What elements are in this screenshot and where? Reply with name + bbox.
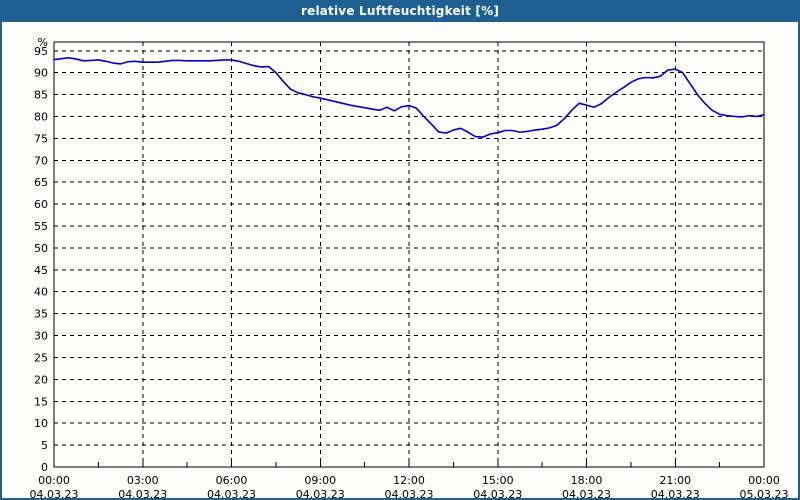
y-tick-label: 85 — [34, 89, 48, 102]
x-tick-time-label: 06:00 — [216, 474, 248, 487]
x-tick-date-label: 04.03.23 — [473, 488, 522, 498]
window-title-bar: relative Luftfeuchtigkeit [%] — [2, 0, 798, 22]
chart-svg: 0 5 10 15 20 25 30 35 40 45 50 55 60 65 70 75 80 85 90 95 0… — [30, 36, 789, 498]
y-tick-label: 35 — [34, 308, 48, 321]
x-tick-date-label: 05.03.23 — [740, 488, 789, 498]
plot-region: 0 5 10 15 20 25 30 35 40 45 50 55 60 65 70 75 80 85 90 95 0… — [2, 22, 798, 498]
chart-axes — [53, 41, 765, 468]
series-line-humidity — [53, 56, 765, 138]
x-tick-date-label: 04.03.23 — [651, 488, 700, 498]
y-tick-label: 30 — [34, 330, 48, 343]
y-tick-label: 15 — [34, 395, 48, 408]
y-tick-label: 5 — [41, 439, 48, 452]
x-tick-time-label: 00:00 — [38, 474, 70, 487]
y-tick-label: 60 — [34, 198, 48, 211]
x-tick-date-label: 04.03.23 — [562, 488, 611, 498]
data-series-humidity — [53, 56, 765, 138]
y-axis-tick-labels: 0 5 10 15 20 25 30 35 40 45 50 55 60 65 70 75 80 85 90 95 — [34, 45, 48, 474]
y-tick-label: 40 — [34, 286, 48, 299]
x-tick-date-label: 04.03.23 — [385, 488, 434, 498]
x-grid-lines — [142, 42, 676, 467]
x-tick-time-label: 09:00 — [304, 474, 336, 487]
x-tick-time-label: 15:00 — [482, 474, 514, 487]
y-axis-unit-label-text: % — [38, 36, 48, 49]
y-tick-label: 70 — [34, 154, 48, 167]
x-axis-tick-labels: 00:0004.03.2303:0004.03.2306:0004.03.230… — [30, 474, 789, 498]
y-tick-label: 55 — [34, 220, 48, 233]
y-axis-unit-label: % — [38, 36, 48, 49]
x-tick-time-label: 03:00 — [127, 474, 159, 487]
x-tick-time-label: 18:00 — [571, 474, 603, 487]
y-tick-label: 45 — [34, 264, 48, 277]
x-tick-date-label: 04.03.23 — [296, 488, 345, 498]
x-tick-time-label: 00:00 — [748, 474, 780, 487]
y-tick-label: 20 — [34, 373, 48, 386]
y-tick-label: 95 — [34, 45, 48, 58]
y-tick-label: 10 — [34, 417, 48, 430]
x-tick-date-label: 04.03.23 — [207, 488, 256, 498]
x-tick-date-label: 04.03.23 — [30, 488, 79, 498]
y-tick-label: 50 — [34, 242, 48, 255]
x-tick-time-label: 12:00 — [393, 474, 425, 487]
x-tick-time-label: 21:00 — [659, 474, 691, 487]
y-tick-label: 65 — [34, 176, 48, 189]
y-tick-label: 0 — [41, 461, 48, 474]
y-tick-label: 80 — [34, 110, 48, 123]
y-tick-label: 25 — [34, 351, 48, 364]
x-tick-date-label: 04.03.23 — [118, 488, 167, 498]
page-title: relative Luftfeuchtigkeit [%] — [300, 4, 500, 18]
y-tick-label: 75 — [34, 132, 48, 145]
y-tick-label: 90 — [34, 67, 48, 80]
